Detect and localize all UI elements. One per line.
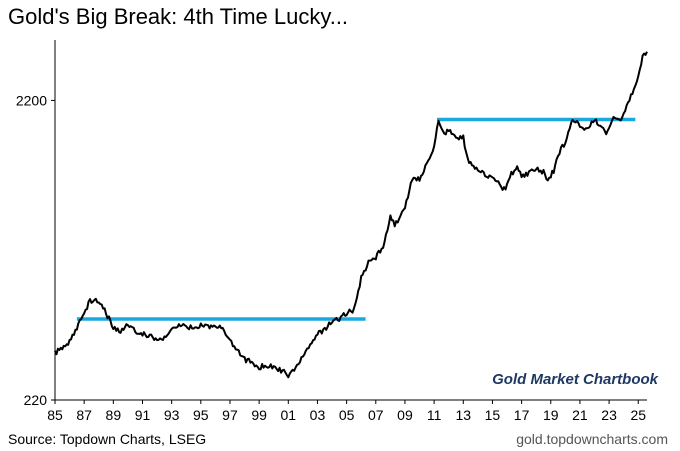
site-link[interactable]: gold.topdowncharts.com xyxy=(516,431,668,447)
x-tick-label: 97 xyxy=(222,407,238,423)
x-tick-label: 95 xyxy=(193,407,209,423)
x-tick-label: 25 xyxy=(630,407,646,423)
x-tick-label: 05 xyxy=(339,407,355,423)
source-note: Source: Topdown Charts, LSEG xyxy=(8,431,207,447)
x-tick-label: 87 xyxy=(76,407,92,423)
x-tick-label: 03 xyxy=(310,407,326,423)
y-tick-label: 220 xyxy=(24,392,48,408)
x-tick-label: 11 xyxy=(427,407,442,423)
y-tick-label: 2200 xyxy=(16,92,47,108)
x-tick-label: 85 xyxy=(47,407,63,423)
x-tick-label: 91 xyxy=(135,407,151,423)
chart-title: Gold's Big Break: 4th Time Lucky... xyxy=(8,4,349,29)
x-tick-label: 21 xyxy=(572,407,588,423)
x-tick-label: 99 xyxy=(251,407,267,423)
x-tick-label: 13 xyxy=(455,407,471,423)
watermark: Gold Market Chartbook xyxy=(492,371,658,388)
x-tick-label: 89 xyxy=(106,407,122,423)
x-tick-label: 19 xyxy=(543,407,559,423)
x-tick-label: 09 xyxy=(397,407,413,423)
x-tick-label: 07 xyxy=(368,407,384,423)
x-tick-label: 23 xyxy=(601,407,617,423)
x-tick-label: 93 xyxy=(164,407,180,423)
x-tick-label: 17 xyxy=(514,407,530,423)
x-tick-label: 15 xyxy=(485,407,501,423)
x-tick-label: 01 xyxy=(281,407,297,423)
gold-price-line xyxy=(54,51,648,379)
